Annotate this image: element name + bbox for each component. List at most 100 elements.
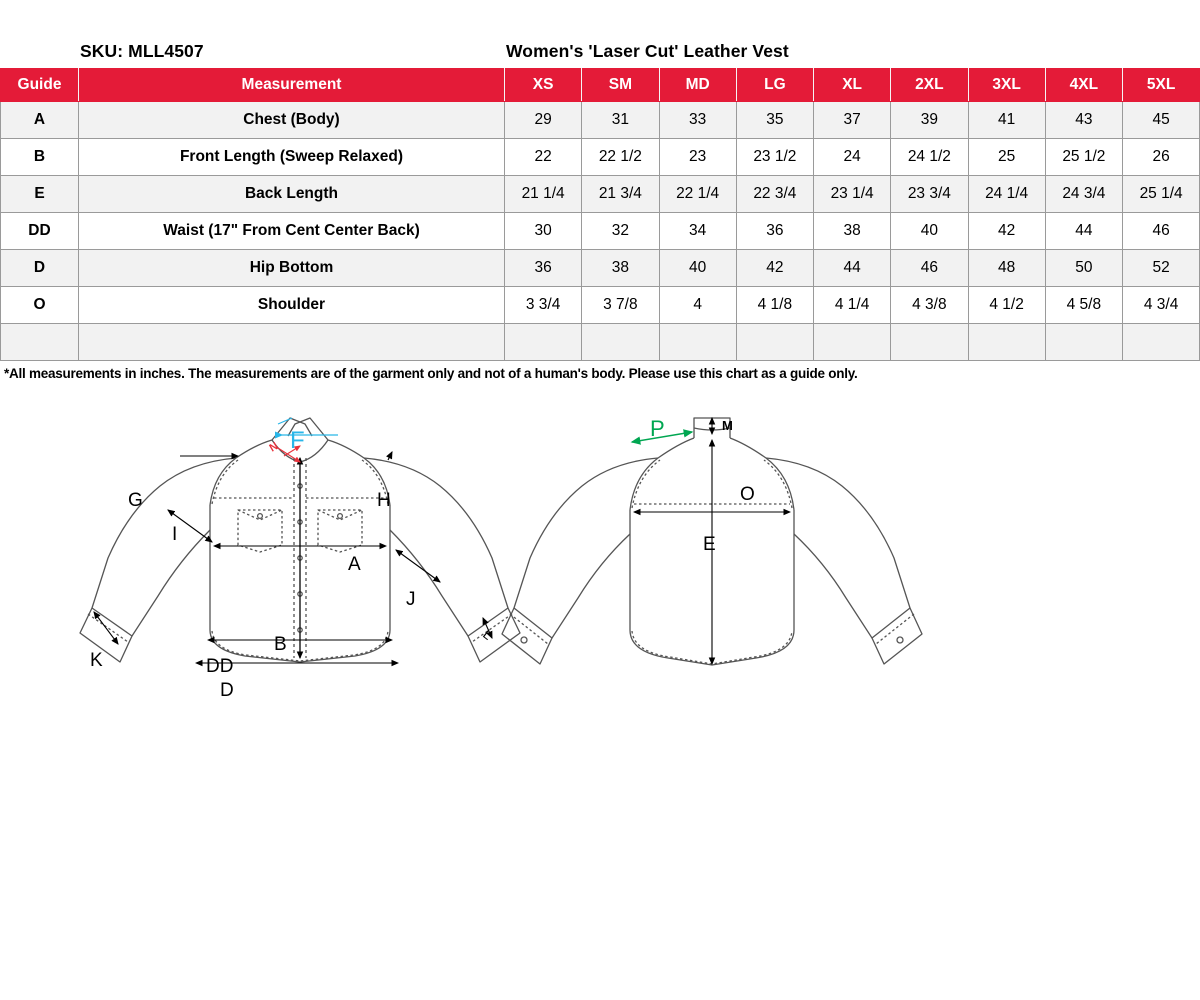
back-colored-annotations — [630, 429, 694, 445]
cell-3xl: 25 — [967, 138, 1046, 176]
cell-guide: A — [0, 101, 79, 139]
cell-md — [658, 323, 737, 361]
cell-sm: 22 1/2 — [581, 138, 660, 176]
cell-guide: B — [0, 138, 79, 176]
cell-xs: 29 — [503, 101, 583, 139]
cell-md: 22 1/4 — [658, 175, 737, 213]
cell-3xl: 24 1/4 — [967, 175, 1046, 213]
front-diagram-labels: G I H A J B DD D K L F N — [90, 427, 495, 701]
cell-5xl: 26 — [1121, 138, 1200, 176]
cell-measurement: Front Length (Sweep Relaxed) — [78, 138, 505, 176]
cell-guide: O — [0, 286, 79, 324]
table-row: D Hip Bottom 36 38 40 42 44 46 48 50 52 — [0, 249, 1200, 287]
front-measurement-arrows — [93, 451, 493, 667]
cell-5xl: 25 1/4 — [1121, 175, 1200, 213]
cell-lg: 36 — [735, 212, 815, 250]
cell-4xl: 25 1/2 — [1044, 138, 1124, 176]
column-header-5xl: 5XL — [1121, 68, 1200, 102]
table-row: DD Waist (17" From Cent Center Back) 30 … — [0, 212, 1200, 250]
cell-xs: 36 — [503, 249, 583, 287]
cell-measurement: Back Length — [78, 175, 505, 213]
cell-xl: 38 — [812, 212, 892, 250]
table-row: O Shoulder 3 3/4 3 7/8 4 4 1/8 4 1/4 4 3… — [0, 286, 1200, 324]
column-header-md: MD — [658, 68, 737, 102]
cell-5xl: 52 — [1121, 249, 1200, 287]
cell-4xl: 44 — [1044, 212, 1124, 250]
label-m: M — [722, 418, 733, 433]
measurements-footnote: *All measurements in inches. The measure… — [4, 366, 858, 381]
cell-3xl: 48 — [967, 249, 1046, 287]
cell-4xl: 24 3/4 — [1044, 175, 1124, 213]
label-e: E — [703, 534, 716, 555]
cell-3xl: 42 — [967, 212, 1046, 250]
cell-xl: 37 — [812, 101, 892, 139]
cell-4xl: 43 — [1044, 101, 1124, 139]
cell-measurement: Waist (17" From Cent Center Back) — [78, 212, 505, 250]
cell-xl: 24 — [812, 138, 892, 176]
label-n: N — [268, 440, 281, 454]
cell-measurement: Shoulder — [78, 286, 505, 324]
label-o: O — [740, 484, 755, 505]
cell-lg: 35 — [735, 101, 815, 139]
cell-xs: 22 — [503, 138, 583, 176]
label-dd: DD — [206, 656, 233, 677]
cell-measurement: Chest (Body) — [78, 101, 505, 139]
cell-guide: E — [0, 175, 79, 213]
cell-2xl: 23 3/4 — [890, 175, 969, 213]
title-row: SKU: MLL4507 Women's 'Laser Cut' Leather… — [0, 41, 1200, 67]
cell-sm: 32 — [581, 212, 660, 250]
column-header-lg: LG — [735, 68, 815, 102]
column-header-xs: XS — [503, 68, 583, 102]
cell-xs: 3 3/4 — [503, 286, 583, 324]
cell-xl: 44 — [812, 249, 892, 287]
cell-sm: 38 — [581, 249, 660, 287]
cell-guide: DD — [0, 212, 79, 250]
cell-2xl: 39 — [890, 101, 969, 139]
size-chart-table: Guide Measurement XS SM MD LG XL 2XL 3XL… — [0, 68, 1200, 361]
cell-md: 40 — [658, 249, 737, 287]
table-row: E Back Length 21 1/4 21 3/4 22 1/4 22 3/… — [0, 175, 1200, 213]
cell-4xl: 50 — [1044, 249, 1124, 287]
cell-2xl: 24 1/2 — [890, 138, 969, 176]
garment-diagram-svg: G I H A J B DD D K L F N — [79, 416, 923, 701]
back-diagram-labels: O E M P — [650, 416, 755, 555]
label-g: G — [128, 490, 143, 511]
label-d: D — [220, 680, 234, 701]
cell-xs — [503, 323, 583, 361]
cell-3xl — [967, 323, 1046, 361]
table-header-row: Guide Measurement XS SM MD LG XL 2XL 3XL… — [0, 68, 1200, 102]
cell-xl: 4 1/4 — [812, 286, 892, 324]
cell-measurement — [78, 323, 505, 361]
front-colored-annotations — [274, 417, 338, 463]
cell-lg: 4 1/8 — [735, 286, 815, 324]
cell-sm — [581, 323, 660, 361]
cell-md: 33 — [658, 101, 737, 139]
column-header-2xl: 2XL — [890, 68, 969, 102]
cell-4xl — [1044, 323, 1124, 361]
cell-guide — [0, 323, 79, 361]
label-i: I — [172, 524, 177, 545]
cell-5xl: 45 — [1121, 101, 1200, 139]
cell-2xl: 46 — [890, 249, 969, 287]
cell-lg: 22 3/4 — [735, 175, 815, 213]
column-header-3xl: 3XL — [967, 68, 1046, 102]
cell-3xl: 41 — [967, 101, 1046, 139]
cell-lg: 42 — [735, 249, 815, 287]
cell-3xl: 4 1/2 — [967, 286, 1046, 324]
cell-lg: 23 1/2 — [735, 138, 815, 176]
column-header-measurement: Measurement — [78, 68, 505, 102]
cell-md: 23 — [658, 138, 737, 176]
column-header-4xl: 4XL — [1044, 68, 1124, 102]
cell-md: 34 — [658, 212, 737, 250]
label-j: J — [406, 589, 416, 610]
cell-sm: 21 3/4 — [581, 175, 660, 213]
column-header-guide: Guide — [0, 68, 79, 102]
label-b: B — [274, 634, 287, 655]
table-row: B Front Length (Sweep Relaxed) 22 22 1/2… — [0, 138, 1200, 176]
label-l: L — [480, 627, 495, 643]
cell-md: 4 — [658, 286, 737, 324]
cell-5xl — [1121, 323, 1200, 361]
cell-guide: D — [0, 249, 79, 287]
cell-2xl: 4 3/8 — [890, 286, 969, 324]
cell-5xl: 46 — [1121, 212, 1200, 250]
